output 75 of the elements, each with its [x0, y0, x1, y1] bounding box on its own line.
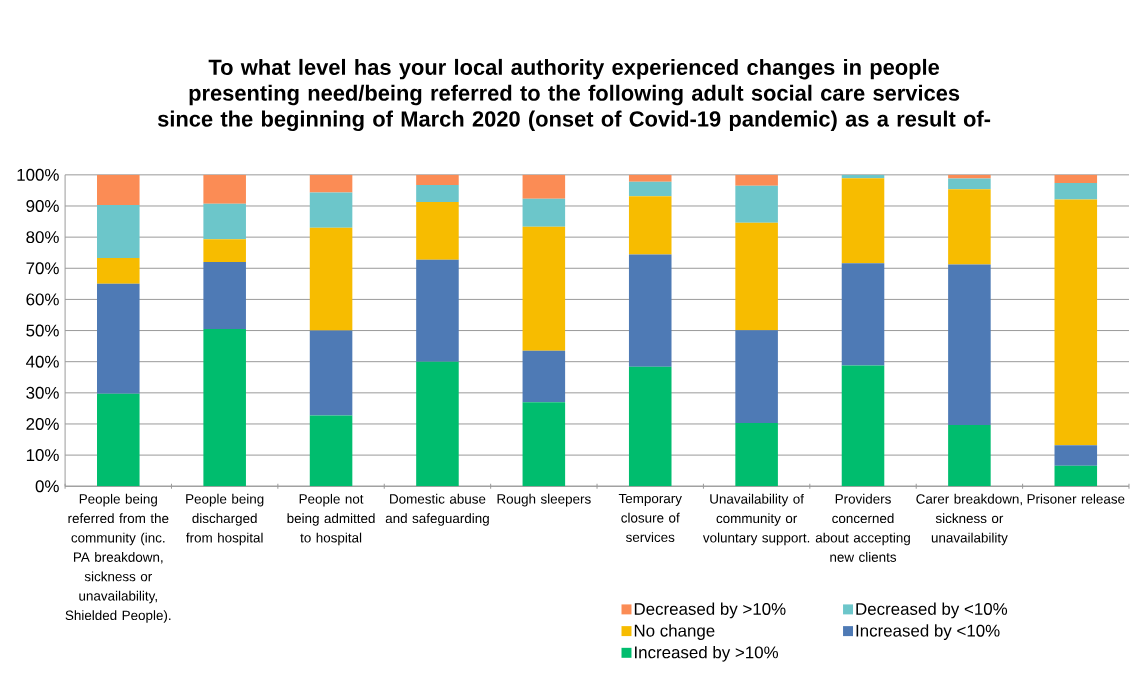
- x-tick-label: Prisoner release: [1027, 493, 1125, 504]
- bar: [203, 239, 246, 263]
- y-tick-label: 10%: [26, 449, 59, 462]
- bar: [1054, 445, 1098, 466]
- x-tick-label: People not being admitted to hospital: [287, 493, 375, 546]
- bar: [948, 264, 991, 425]
- bar: [416, 361, 459, 487]
- x-tick-label: People being discharged from hospital: [186, 493, 264, 546]
- bar: [522, 174, 566, 199]
- y-tick-label: 100%: [17, 168, 59, 181]
- x-tick-label: Domestic abuse and safeguarding: [385, 493, 489, 526]
- y-tick-label: 30%: [26, 386, 59, 399]
- bar: [203, 174, 246, 204]
- y-tick-label: 80%: [26, 231, 59, 244]
- bar: [522, 402, 566, 487]
- bar: [309, 192, 353, 228]
- bar: [1054, 465, 1098, 487]
- bar: [97, 283, 140, 394]
- y-tick-label: 40%: [26, 355, 59, 368]
- bar: [203, 262, 246, 329]
- bar: [1054, 199, 1098, 446]
- bar: [628, 254, 672, 367]
- bar: [735, 423, 778, 487]
- bar: [841, 263, 885, 366]
- bar: [1054, 182, 1098, 200]
- bar: [416, 259, 459, 362]
- bar: [735, 222, 778, 331]
- bar: [97, 393, 140, 487]
- bar: [309, 227, 353, 331]
- bar: [735, 174, 778, 186]
- bar: [522, 198, 566, 227]
- bar: [948, 424, 991, 487]
- bar: [948, 178, 991, 190]
- x-tick-label: Carer breakdown, sickness or unavailability: [916, 493, 1022, 546]
- x-tick-label: Providers concerned about accepting new clients: [815, 493, 910, 562]
- y-tick-label: 0%: [35, 480, 59, 493]
- bar: [948, 174, 991, 179]
- bar: [841, 178, 885, 264]
- bar: [309, 415, 353, 487]
- chart-title: To what level has your local authority experienced changes in people presenting need/being referred to the following adult social care services since the beginning of March 2020 (onset of Covid-19 pandemic) as a result of-: [157, 58, 991, 132]
- y-tick-label: 20%: [26, 417, 59, 430]
- x-tick-label: Rough sleepers: [497, 493, 591, 507]
- bar: [309, 174, 353, 193]
- bar: [628, 196, 672, 255]
- bar: [416, 174, 459, 186]
- y-tick-label: 70%: [26, 262, 59, 275]
- x-tick-label: Unavailability of community or voluntary support.: [702, 493, 810, 546]
- bar: [309, 330, 353, 416]
- bar: [522, 350, 566, 403]
- bar: [948, 189, 991, 265]
- bar: [1054, 174, 1098, 183]
- bar: [628, 366, 672, 487]
- bar: [735, 185, 778, 223]
- bar: [841, 365, 885, 487]
- legend-label: Increased by <10%: [856, 624, 1000, 640]
- x-tick-label: Temporary closure of services: [618, 493, 682, 542]
- legend-label: Decreased by >10%: [634, 602, 786, 619]
- bar: [628, 181, 672, 197]
- bar: [203, 328, 246, 487]
- bar: [97, 174, 140, 206]
- legend-label: Increased by >10%: [635, 645, 779, 662]
- legend-label: No change: [634, 624, 715, 640]
- y-tick-label: 60%: [26, 293, 59, 306]
- bar: [735, 330, 778, 423]
- bar: [416, 201, 459, 260]
- bar: [628, 174, 672, 182]
- y-tick-label: 50%: [26, 324, 59, 337]
- bar: [522, 226, 566, 351]
- bar: [97, 257, 140, 284]
- x-tick-label: People being referred from the community (inc. PA breakdown, sickness or unavailability, Shielded People).: [65, 493, 171, 623]
- bar: [203, 203, 246, 240]
- bar: [416, 185, 459, 202]
- bar: [97, 205, 140, 258]
- legend-label: Decreased by <10%: [856, 602, 1008, 619]
- y-tick-label: 90%: [26, 199, 59, 212]
